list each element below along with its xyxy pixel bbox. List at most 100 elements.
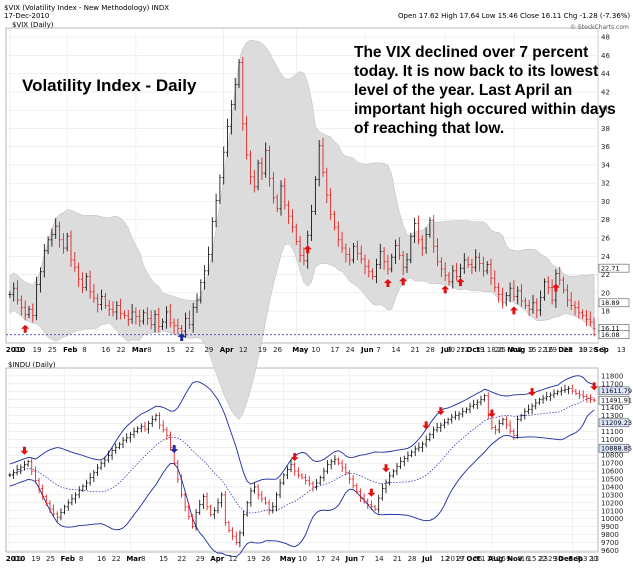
vix-price-bar [478, 252, 482, 272]
indu-price-bar [63, 504, 67, 515]
indu-price-bar [212, 507, 216, 519]
indu-price-bar [190, 514, 194, 529]
vix-up-arrow-marker [177, 333, 186, 341]
indu-down-arrow-marker [436, 407, 445, 416]
indu-price-bar [245, 500, 249, 517]
indu-price-bar [176, 459, 180, 484]
vix-price-bar [374, 258, 378, 284]
vix-x-tick-label: 12 [460, 346, 469, 354]
indu-price-bar [468, 402, 472, 414]
indu-price-bar [110, 447, 114, 460]
vix-price-bar [416, 215, 420, 245]
stockcharts-copyright: © StockCharts.com [570, 24, 629, 31]
vix-y-tick-label: 32 [601, 180, 610, 188]
vix-price-bar [481, 256, 485, 277]
vix-x-tick-label: Jun [360, 346, 374, 354]
vix-price-bar [523, 297, 527, 309]
vix-price-bar [470, 258, 474, 275]
vix-price-bar [16, 280, 20, 305]
indu-price-bar [59, 508, 63, 521]
indu-x-tick-label: 15 [528, 555, 537, 563]
vix-x-tick-label: Nov [507, 346, 523, 354]
vix-price-bar [592, 317, 596, 337]
indu-price-bar [220, 492, 224, 508]
indu-price-bar [377, 494, 381, 514]
vix-price-bar [168, 304, 172, 328]
indu-price-bar [194, 509, 198, 531]
vix-price-tag: 22.71 [598, 263, 630, 272]
indu-price-bar [263, 496, 267, 505]
indu-price-bar [362, 493, 366, 504]
vix-x-tick-label: 8 [517, 346, 521, 354]
indu-price-bar [256, 484, 260, 500]
indu-price-bar [494, 424, 498, 435]
indu-x-tick-label: 19 [31, 555, 40, 563]
indu-x-tick-label: 24 [331, 555, 340, 563]
indu-price-bar [311, 481, 315, 492]
vix-price-bar [279, 180, 283, 216]
indu-x-tick-label: 16 [521, 555, 530, 563]
indu-x-tick-label: 22 [112, 555, 121, 563]
vix-price-bar [226, 118, 230, 157]
vix-price-bar [138, 309, 142, 327]
indu-x-tick-label: 9 [506, 555, 510, 563]
vix-price-bar [447, 272, 451, 286]
indu-down-arrow-marker [590, 382, 599, 391]
vix-price-bar [313, 176, 317, 215]
indu-x-tick-label: 6 [568, 555, 573, 563]
indu-price-tag: 10888.85 [598, 443, 632, 452]
indu-price-bar [158, 412, 162, 430]
vix-x-tick-label: 12 [239, 346, 248, 354]
indu-price-bar [55, 511, 59, 522]
indu-x-tick-label: 14 [375, 555, 384, 563]
vix-price-bar [8, 291, 12, 299]
indu-price-bar [271, 502, 275, 514]
vix-price-bar [405, 253, 409, 273]
vix-price-bar [54, 218, 58, 239]
indu-x-tick-label: 2010 [6, 555, 26, 563]
indu-price-bar [351, 475, 355, 489]
svg-text:16.08: 16.08 [601, 331, 620, 339]
indu-price-bar [26, 459, 30, 467]
vix-price-bar [88, 270, 92, 299]
vix-price-bar [115, 301, 119, 320]
vix-price-bar [111, 301, 115, 317]
indu-price-bar [289, 460, 293, 473]
vix-price-bar [336, 221, 340, 247]
indu-price-bar [578, 390, 582, 399]
vix-price-bar [588, 311, 592, 327]
vix-price-bar [581, 309, 585, 320]
vix-price-tag: 16.08 [598, 330, 630, 339]
vix-price-bar [69, 230, 73, 267]
vix-x-tick-label: 25 [497, 346, 506, 354]
indu-down-arrow-marker [422, 421, 431, 430]
indu-down-arrow-marker [382, 464, 390, 473]
indu-price-bar [344, 463, 348, 476]
vix-x-tick-label: 30 [579, 346, 588, 354]
vix-price-bar [332, 210, 336, 231]
svg-text:18.89: 18.89 [601, 299, 620, 307]
vix-price-bar [420, 235, 424, 256]
indu-price-bar [179, 474, 183, 498]
indu-x-tick-label: Sep [568, 555, 583, 563]
indu-moving-average [9, 396, 595, 514]
indu-price-bar [161, 420, 165, 433]
indu-price-bar [552, 389, 556, 399]
vix-price-bar [573, 301, 577, 316]
indu-price-bar [11, 469, 15, 480]
indu-x-tick-label: 8 [79, 555, 83, 563]
vix-price-bar [352, 242, 356, 264]
main-title: Volatility Index - Daily [22, 76, 197, 95]
vix-y-tick-label: 26 [601, 235, 610, 243]
vix-price-bar [176, 318, 180, 335]
vix-price-bar [432, 214, 436, 254]
indu-price-bar [165, 427, 169, 441]
indu-price-bar [296, 467, 300, 479]
indu-price-bar [373, 504, 377, 512]
vix-x-tick-label: May [292, 346, 308, 354]
indu-price-bar [388, 471, 392, 486]
indu-price-bar [22, 460, 26, 471]
indu-price-bar [205, 492, 209, 511]
indu-price-bar [143, 422, 147, 432]
indu-price-bar [85, 479, 89, 491]
